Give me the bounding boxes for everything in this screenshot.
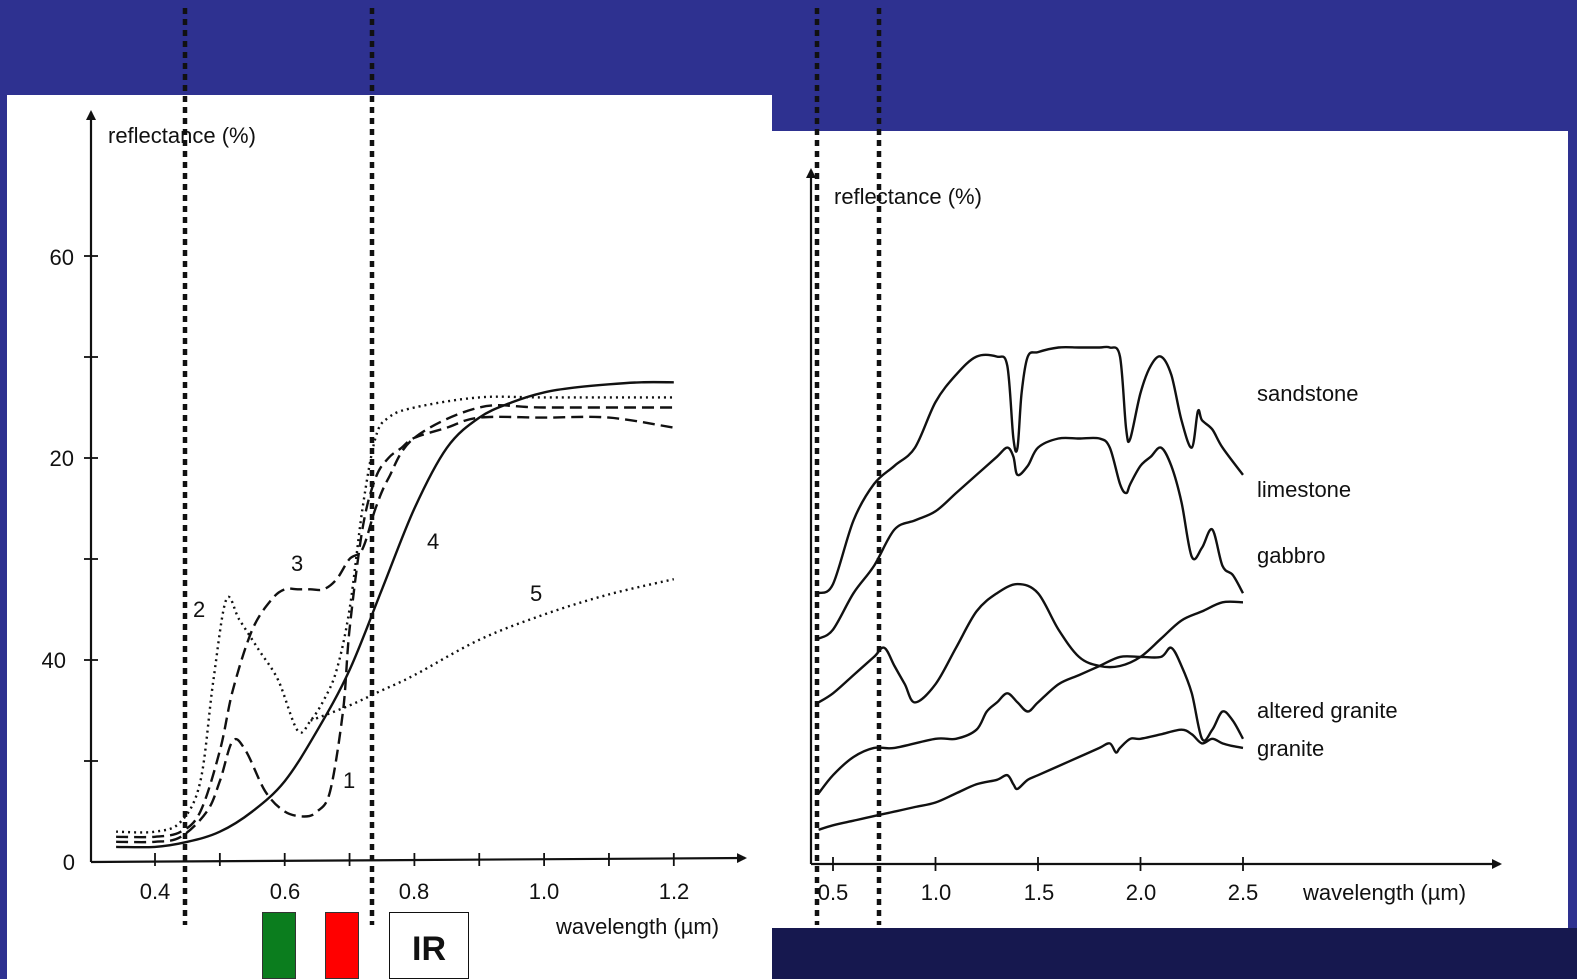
series-label-4: 4 [427, 529, 439, 554]
series-line-2 [116, 395, 674, 834]
left-y-tick-label-0: 0 [63, 850, 75, 875]
ir-band-swatch: IR [389, 912, 469, 979]
series-label-5: 5 [530, 581, 542, 606]
right-x-tick-label-0.5: 0.5 [818, 880, 849, 905]
right-x-tick-label-1.0: 1.0 [921, 880, 952, 905]
left-y-tick-label-60: 60 [50, 245, 74, 270]
series-label-limestone: limestone [1257, 477, 1351, 502]
right-x-tick-label-2.0: 2.0 [1126, 880, 1157, 905]
green-band-swatch [262, 912, 296, 979]
series-line-limestone [817, 436, 1245, 640]
series-label-sandstone: sandstone [1257, 381, 1359, 406]
series-line-altered-granite [817, 646, 1245, 795]
series-line-1 [116, 415, 674, 844]
right-x-tick-label-2.5: 2.5 [1228, 880, 1259, 905]
series-line-sandstone [817, 345, 1244, 595]
series-label-3: 3 [291, 551, 303, 576]
series-line-4 [116, 380, 674, 849]
series-line-5 [310, 578, 675, 722]
right-y-axis-label: reflectance (%) [834, 184, 982, 209]
series-label-granite: granite [1257, 736, 1324, 761]
series-label-2: 2 [193, 597, 205, 622]
series-line-3 [116, 404, 674, 839]
left-y-tick-label-20: 40 [42, 648, 66, 673]
series-label-1: 1 [343, 768, 355, 793]
red-band-swatch [325, 912, 359, 979]
series-line-gabbro [817, 582, 1244, 704]
series-label-altered-granite: altered granite [1257, 698, 1398, 723]
left-x-axis-label: wavelength (µm) [555, 914, 719, 939]
left-y-axis-label: reflectance (%) [108, 123, 256, 148]
right-chart-panel [772, 131, 1568, 928]
left-x-axis [90, 853, 747, 864]
series-line-granite [818, 728, 1244, 831]
right-x-tick-label-1.5: 1.5 [1024, 880, 1055, 905]
left-x-tick-label-0.8: 0.8 [399, 879, 430, 904]
left-x-tick-label-1.0: 1.0 [529, 879, 560, 904]
bottom-band [772, 928, 1577, 979]
left-y-tick-label-40: 20 [50, 446, 74, 471]
series-label-gabbro: gabbro [1257, 543, 1326, 568]
right-x-axis-label: wavelength (µm) [1302, 880, 1466, 905]
left-x-tick-label-0.4: 0.4 [140, 879, 171, 904]
left-x-tick-label-0.6: 0.6 [270, 879, 301, 904]
left-x-tick-label-1.2: 1.2 [659, 879, 690, 904]
